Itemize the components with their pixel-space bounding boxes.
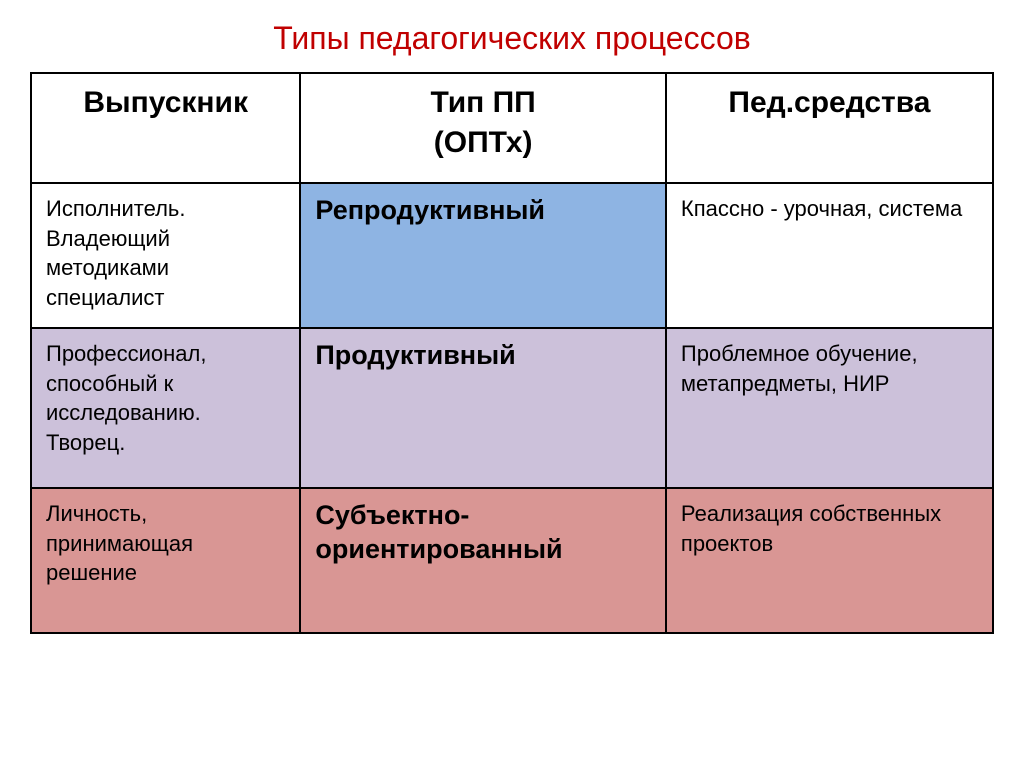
- cell-graduate: Исполнитель. Владеющий методиками специа…: [31, 183, 300, 328]
- page-title: Типы педагогических процессов: [30, 20, 994, 57]
- table-row: Исполнитель. Владеющий методиками специа…: [31, 183, 993, 328]
- cell-type: Субъектно-ориентированный: [300, 488, 666, 633]
- header-label: Выпускник: [83, 86, 248, 119]
- table-row: Профессионал, способный к исследованию. …: [31, 328, 993, 488]
- cell-means: Кпассно - урочная, система: [666, 183, 993, 328]
- table-header-row: Выпускник Тип ПП (ОПТх) Пед.средства: [31, 73, 993, 183]
- header-type: Тип ПП (ОПТх): [300, 73, 666, 183]
- header-label: Пед.средства: [728, 86, 930, 119]
- cell-means: Проблемное обучение, метапредметы, НИР: [666, 328, 993, 488]
- cell-type: Продуктивный: [300, 328, 666, 488]
- header-sublabel: (ОПТх): [315, 126, 651, 160]
- cell-graduate: Профессионал, способный к исследованию. …: [31, 328, 300, 488]
- header-graduate: Выпускник: [31, 73, 300, 183]
- header-label: Тип ПП: [431, 86, 536, 119]
- table-row: Личность, принимающая решение Субъектно-…: [31, 488, 993, 633]
- cell-means: Реализация собственных проектов: [666, 488, 993, 633]
- header-means: Пед.средства: [666, 73, 993, 183]
- cell-type: Репродуктивный: [300, 183, 666, 328]
- cell-graduate: Личность, принимающая решение: [31, 488, 300, 633]
- pedagogical-process-table: Выпускник Тип ПП (ОПТх) Пед.средства Исп…: [30, 72, 994, 634]
